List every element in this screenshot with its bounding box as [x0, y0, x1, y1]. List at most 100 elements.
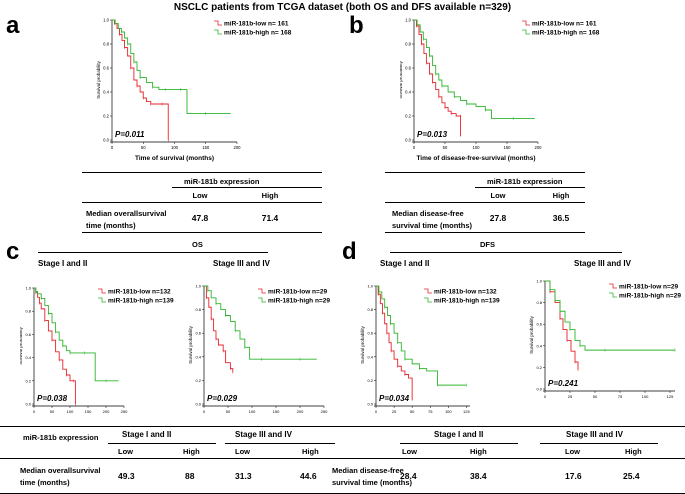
table-a-col-low: Low — [192, 191, 208, 200]
km-curve-high — [414, 19, 535, 119]
bottom-c-s1-high-h: High — [183, 447, 200, 456]
x-tick-label: 125 — [463, 409, 470, 414]
panel-d-label: d — [342, 238, 357, 265]
group-os-label: OS — [192, 240, 203, 249]
x-tick-label: 200 — [103, 409, 110, 414]
x-tick-label: 50 — [593, 394, 598, 399]
x-tick-label: 100 — [249, 409, 256, 414]
x-tick-label: 100 — [642, 394, 649, 399]
bottom-c-s2-high: 44.6 — [300, 471, 317, 481]
x-tick-label: 0 — [33, 409, 36, 414]
x-tick-label: 0 — [111, 145, 114, 150]
x-tick-label: 100 — [473, 145, 481, 150]
p-value: P=0.011 — [115, 130, 145, 139]
x-tick-label: 125 — [667, 394, 674, 399]
km-chart-c1: 0.0 0.2 0.4 0.6 0.8 1.0 0 50 100 150 200 250 Surviva… — [20, 286, 174, 415]
legend-swatch-high — [424, 297, 432, 303]
table-b-row1: Median disease-free — [392, 209, 464, 218]
legend-label-high: miR-181b-high n=139 — [108, 298, 174, 305]
x-tick-label: 100 — [445, 409, 452, 414]
y-tick-label: 0.8 — [405, 42, 411, 47]
legend-label-high: miR-181b-high n=139 — [434, 298, 500, 305]
p-value: P=0.241 — [548, 379, 579, 388]
table-a-high-value: 71.4 — [261, 213, 279, 223]
legend-swatch-high — [214, 29, 222, 35]
y-tick-label: 0.4 — [195, 354, 201, 359]
y-tick-label: 1.0 — [536, 279, 542, 284]
legend-label-high: miR-181b-high n=29 — [619, 293, 681, 300]
legend-label-high: miR-181b-high n=29 — [268, 298, 330, 305]
km-curve-low — [34, 287, 76, 404]
km-curve-high — [545, 280, 675, 351]
y-tick-label: 0.8 — [195, 307, 201, 312]
bottom-c-s1-low-h: Low — [118, 447, 133, 456]
legend-swatch-low — [609, 283, 617, 289]
bottom-c-stage1: Stage I and II — [122, 430, 172, 439]
x-tick-label: 75 — [428, 409, 433, 414]
d-stage2-title: Stage III and IV — [574, 259, 631, 268]
legend-swatch-low — [424, 288, 432, 294]
bottom-d-s1-high-h: High — [470, 447, 487, 456]
x-tick-label: 250 — [121, 409, 128, 414]
bottom-d-stage1: Stage I and II — [434, 430, 484, 439]
p-value: P=0.013 — [417, 130, 448, 139]
table-b-high-value: 36.5 — [552, 213, 570, 223]
y-tick-label: 1.0 — [367, 284, 373, 289]
y-axis-label: Survival probability — [188, 325, 193, 364]
y-tick-label: 0.0 — [536, 387, 542, 392]
legend-swatch-high — [609, 292, 617, 298]
x-tick-label: 150 — [202, 145, 210, 150]
y-tick-label: 0.2 — [405, 114, 411, 119]
legend-swatch-low — [98, 288, 106, 294]
table-b-header: miR-181b expression — [487, 177, 563, 186]
c-stage2-title: Stage III and IV — [213, 259, 270, 268]
x-tick-label: 200 — [234, 145, 242, 150]
table-b-col-low: Low — [490, 191, 506, 200]
bottom-c-s2-low-h: Low — [235, 447, 250, 456]
y-tick-label: 0.2 — [25, 378, 31, 383]
bottom-d-s1-low-h: Low — [402, 447, 417, 456]
y-tick-label: 0.0 — [195, 402, 201, 407]
y-tick-label: 0.8 — [103, 42, 109, 47]
y-tick-label: 0.4 — [405, 90, 411, 95]
table-b-low-value: 27.8 — [489, 213, 507, 223]
bottom-c-stage2: Stage III and IV — [235, 430, 292, 439]
p-value: P=0.029 — [207, 394, 238, 403]
y-tick-label: 0.0 — [25, 402, 31, 407]
legend-label-high: miR-181b-high n= 168 — [532, 30, 600, 37]
y-tick-label: 0.0 — [405, 138, 411, 143]
y-tick-label: 0.8 — [536, 300, 542, 305]
y-tick-label: 1.0 — [405, 18, 411, 23]
table-a-row2: time (months) — [86, 221, 136, 230]
table-b-col-high: High — [552, 191, 570, 200]
bottom-label: miR-181b expression — [23, 433, 99, 442]
legend-swatch-low — [258, 288, 266, 294]
bottom-d-s2-low: 17.6 — [565, 471, 582, 481]
x-tick-label: 150 — [85, 409, 92, 414]
y-tick-label: 1.0 — [25, 286, 31, 291]
y-axis-label: Survival probability — [96, 60, 101, 99]
x-tick-label: 0 — [375, 409, 378, 414]
x-tick-label: 50 — [141, 145, 146, 150]
group-dfs-label: DFS — [480, 240, 495, 249]
x-tick-label: 25 — [568, 394, 573, 399]
panel-b-label: b — [349, 12, 364, 39]
y-tick-label: 0.6 — [405, 66, 411, 71]
y-tick-label: 0.0 — [367, 402, 373, 407]
x-tick-label: 150 — [273, 409, 280, 414]
y-tick-label: 1.0 — [103, 18, 109, 23]
legend-swatch-low — [522, 20, 530, 26]
x-tick-label: 50 — [410, 409, 415, 414]
table-a-col-high: High — [261, 191, 279, 200]
d-stage1-title: Stage I and II — [380, 259, 430, 268]
km-curve-low — [204, 285, 234, 373]
y-tick-label: 0.2 — [103, 114, 109, 119]
bottom-d-s1-high: 38.4 — [470, 471, 487, 481]
km-curve-low — [414, 19, 461, 137]
bottom-d-stage2: Stage III and IV — [566, 430, 623, 439]
bottom-d-s2-high: 25.4 — [623, 471, 640, 481]
y-axis-label: Survival probability — [20, 326, 23, 365]
y-tick-label: 0.6 — [103, 66, 109, 71]
bottom-c-s2-high-h: High — [302, 447, 319, 456]
x-tick-label: 50 — [226, 409, 231, 414]
